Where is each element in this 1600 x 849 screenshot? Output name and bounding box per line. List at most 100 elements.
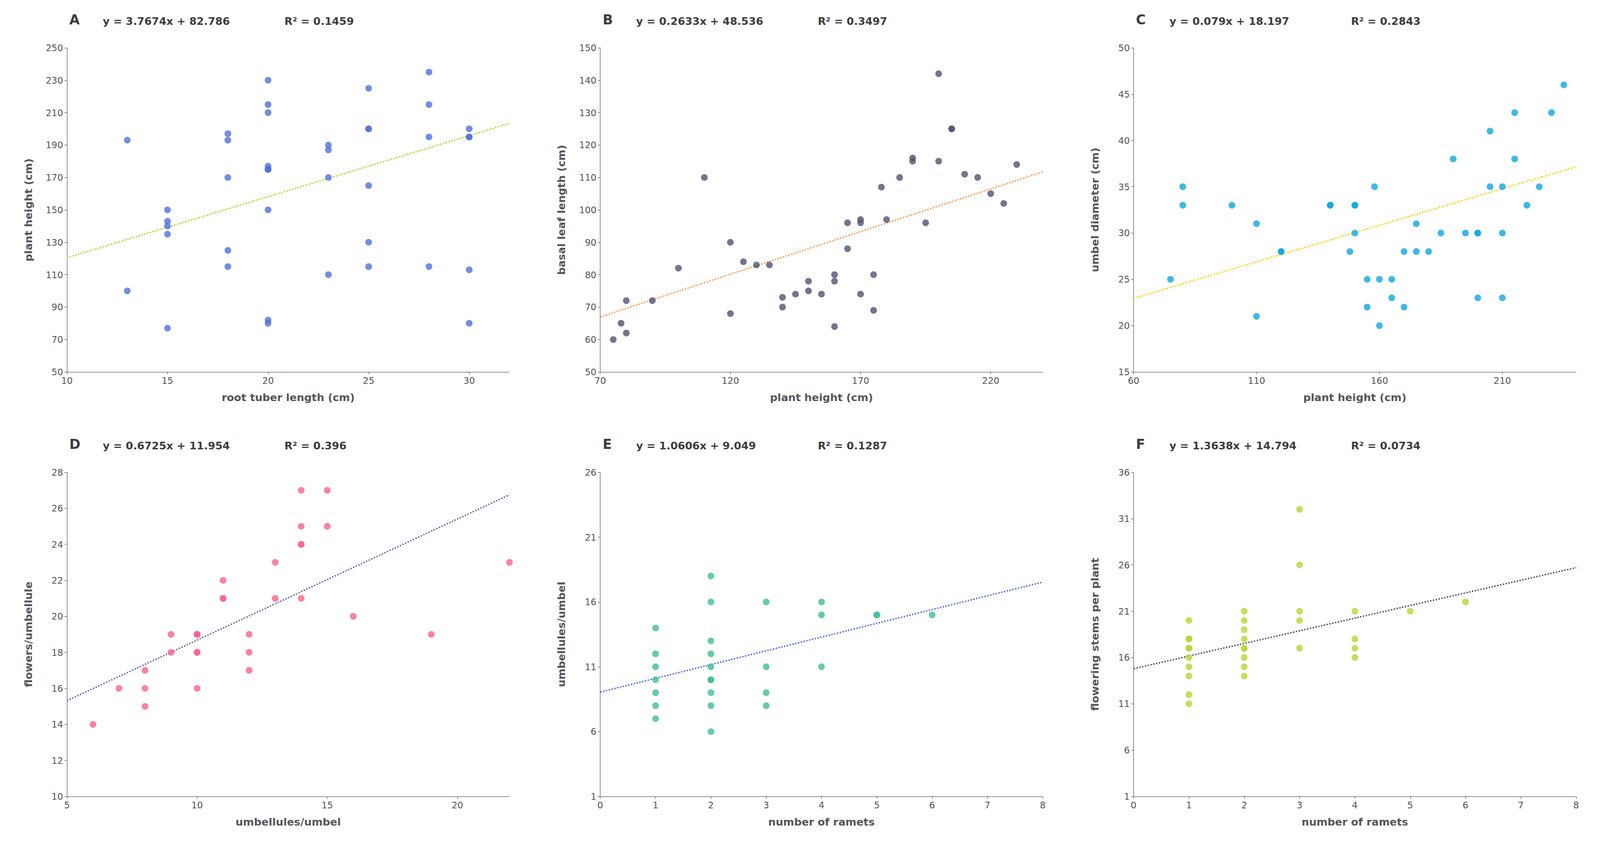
svg-text:11: 11 <box>1118 698 1130 709</box>
svg-text:70: 70 <box>584 301 597 313</box>
svg-text:26: 26 <box>584 467 597 478</box>
svg-text:15: 15 <box>321 799 333 811</box>
svg-text:A: A <box>69 11 80 28</box>
svg-text:40: 40 <box>1118 135 1130 146</box>
svg-text:umbel diameter (cm): umbel diameter (cm) <box>1088 147 1101 273</box>
svg-text:36: 36 <box>1118 467 1130 478</box>
svg-text:7: 7 <box>1517 799 1524 811</box>
svg-text:170: 170 <box>45 172 64 183</box>
svg-text:230: 230 <box>45 75 64 86</box>
svg-text:140: 140 <box>578 75 597 86</box>
svg-text:21: 21 <box>1118 606 1130 617</box>
svg-text:4: 4 <box>1351 799 1358 811</box>
svg-text:130: 130 <box>45 237 64 248</box>
svg-text:y = 0.2633x + 48.536: y = 0.2633x + 48.536 <box>636 15 764 28</box>
svg-text:22: 22 <box>51 575 64 586</box>
svg-text:30: 30 <box>1118 227 1130 239</box>
svg-text:D: D <box>69 436 81 453</box>
svg-text:12: 12 <box>51 755 64 766</box>
svg-text:210: 210 <box>45 107 64 119</box>
svg-text:6: 6 <box>1462 799 1469 811</box>
svg-text:6: 6 <box>590 726 597 737</box>
svg-text:y = 3.7674x + 82.786: y = 3.7674x + 82.786 <box>102 15 230 28</box>
svg-text:20: 20 <box>51 610 64 622</box>
svg-text:0: 0 <box>1130 799 1137 811</box>
svg-text:190: 190 <box>45 139 64 151</box>
svg-text:110: 110 <box>45 269 64 281</box>
svg-text:R² = 0.396: R² = 0.396 <box>284 439 347 452</box>
svg-text:R² = 0.0734: R² = 0.0734 <box>1350 439 1421 452</box>
svg-text:20: 20 <box>1118 320 1130 331</box>
svg-text:150: 150 <box>578 42 597 54</box>
svg-text:14: 14 <box>51 718 64 730</box>
svg-text:24: 24 <box>51 539 64 550</box>
svg-text:45: 45 <box>1118 88 1130 100</box>
svg-text:210: 210 <box>1493 375 1512 386</box>
svg-text:5: 5 <box>1407 799 1414 811</box>
svg-text:3: 3 <box>763 799 770 811</box>
svg-text:50: 50 <box>1118 42 1130 54</box>
svg-text:plant height (cm): plant height (cm) <box>770 391 874 404</box>
svg-text:E: E <box>602 436 612 453</box>
svg-text:5: 5 <box>64 799 70 811</box>
svg-text:1: 1 <box>590 791 597 802</box>
svg-text:25: 25 <box>362 375 375 386</box>
svg-text:20: 20 <box>262 375 274 386</box>
svg-text:y = 0.6725x + 11.954: y = 0.6725x + 11.954 <box>102 439 230 452</box>
svg-text:70: 70 <box>51 334 64 345</box>
svg-text:20: 20 <box>451 799 464 811</box>
svg-text:120: 120 <box>721 375 740 386</box>
svg-text:number of ramets: number of ramets <box>1301 816 1409 828</box>
svg-text:150: 150 <box>45 204 64 216</box>
svg-text:y = 1.0606x + 9.049: y = 1.0606x + 9.049 <box>636 439 757 452</box>
svg-text:F: F <box>1135 436 1145 453</box>
svg-text:R² = 0.3497: R² = 0.3497 <box>817 15 888 28</box>
svg-text:130: 130 <box>578 107 597 119</box>
svg-text:11: 11 <box>584 661 597 673</box>
svg-text:120: 120 <box>578 139 597 151</box>
svg-text:flowers/umbellule: flowers/umbellule <box>22 581 35 687</box>
svg-text:80: 80 <box>584 269 597 281</box>
svg-text:R² = 0.2843: R² = 0.2843 <box>1350 15 1421 28</box>
svg-text:110: 110 <box>578 172 597 183</box>
svg-text:110: 110 <box>1247 375 1265 386</box>
svg-text:3: 3 <box>1296 799 1303 811</box>
svg-text:umbellules/umbel: umbellules/umbel <box>235 816 341 828</box>
svg-text:6: 6 <box>929 799 936 811</box>
svg-text:16: 16 <box>584 596 597 608</box>
svg-text:1: 1 <box>1186 799 1192 811</box>
svg-text:10: 10 <box>61 375 73 386</box>
svg-text:C: C <box>1135 11 1146 28</box>
svg-text:31: 31 <box>1118 513 1130 524</box>
svg-text:90: 90 <box>51 301 64 313</box>
svg-text:25: 25 <box>1118 273 1130 285</box>
svg-text:60: 60 <box>584 334 597 345</box>
svg-text:28: 28 <box>51 467 64 478</box>
svg-text:21: 21 <box>584 532 597 543</box>
svg-text:35: 35 <box>1118 181 1130 193</box>
svg-text:18: 18 <box>51 647 64 658</box>
svg-text:root tuber length (cm): root tuber length (cm) <box>221 391 355 404</box>
svg-text:plant height (cm): plant height (cm) <box>22 158 35 262</box>
svg-text:7: 7 <box>984 799 991 811</box>
svg-text:umbellules/umbel: umbellules/umbel <box>555 581 568 687</box>
svg-text:number of ramets: number of ramets <box>768 816 875 828</box>
svg-text:1: 1 <box>652 799 659 811</box>
svg-text:8: 8 <box>1039 799 1046 811</box>
svg-text:8: 8 <box>1573 799 1579 811</box>
svg-text:220: 220 <box>981 375 1000 386</box>
svg-text:100: 100 <box>578 204 597 216</box>
svg-text:2: 2 <box>1241 799 1248 811</box>
svg-text:flowering stems per plant: flowering stems per plant <box>1088 557 1101 711</box>
svg-text:R² = 0.1459: R² = 0.1459 <box>284 15 354 28</box>
svg-text:plant height (cm): plant height (cm) <box>1303 391 1407 404</box>
svg-text:250: 250 <box>45 42 64 54</box>
svg-text:16: 16 <box>1118 652 1130 663</box>
svg-text:30: 30 <box>463 375 475 386</box>
svg-text:1: 1 <box>1123 791 1130 802</box>
svg-text:R² = 0.1287: R² = 0.1287 <box>817 439 888 452</box>
svg-text:0: 0 <box>597 799 604 811</box>
svg-text:B: B <box>602 11 613 28</box>
svg-text:90: 90 <box>584 237 597 248</box>
svg-text:160: 160 <box>1370 375 1388 386</box>
